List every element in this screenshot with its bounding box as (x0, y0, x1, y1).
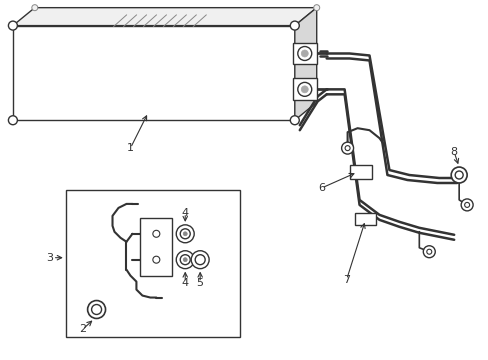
Circle shape (153, 230, 160, 237)
Bar (292, 78, 316, 100)
Text: 4: 4 (182, 278, 188, 288)
Polygon shape (294, 8, 316, 120)
Polygon shape (13, 8, 316, 26)
Circle shape (153, 256, 160, 263)
Bar (349, 165, 371, 179)
Text: 7: 7 (343, 275, 349, 285)
Bar (292, 42, 316, 64)
Circle shape (301, 50, 307, 57)
Polygon shape (13, 26, 294, 120)
Text: 1: 1 (127, 143, 134, 153)
Circle shape (464, 202, 468, 207)
Circle shape (454, 171, 462, 179)
Circle shape (8, 21, 18, 30)
Circle shape (290, 116, 299, 125)
Circle shape (180, 229, 190, 239)
Circle shape (297, 46, 311, 60)
Circle shape (176, 251, 194, 269)
Circle shape (426, 249, 431, 254)
Circle shape (313, 5, 319, 11)
Circle shape (460, 199, 472, 211)
Circle shape (176, 225, 194, 243)
Circle shape (301, 86, 307, 93)
Circle shape (290, 21, 299, 30)
Circle shape (183, 232, 187, 236)
Circle shape (180, 255, 190, 265)
Text: 5: 5 (196, 278, 203, 288)
Bar (140, 218, 172, 276)
Circle shape (423, 246, 434, 258)
Circle shape (195, 255, 205, 265)
Text: 6: 6 (318, 183, 325, 193)
Circle shape (32, 5, 38, 11)
Circle shape (87, 301, 105, 319)
Text: 4: 4 (182, 208, 188, 218)
Circle shape (345, 146, 349, 150)
Bar (65, 190, 240, 337)
Circle shape (8, 116, 18, 125)
Text: 2: 2 (79, 324, 86, 334)
Circle shape (183, 258, 187, 262)
Circle shape (297, 82, 311, 96)
Bar (354, 213, 376, 225)
Circle shape (341, 142, 353, 154)
Circle shape (191, 251, 209, 269)
Text: 3: 3 (46, 253, 53, 263)
Circle shape (91, 305, 102, 315)
Circle shape (450, 167, 466, 183)
Text: 8: 8 (450, 147, 457, 157)
